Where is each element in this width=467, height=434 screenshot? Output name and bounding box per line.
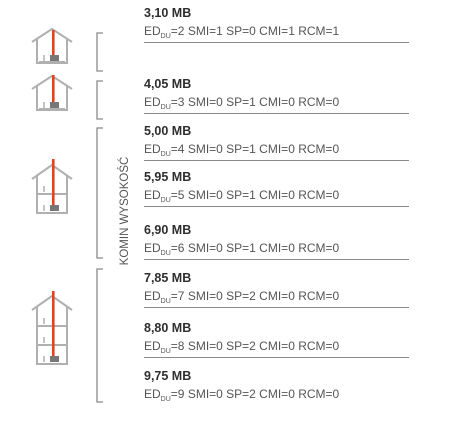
entry-formula-subscript: DU [160, 104, 171, 111]
entry-formula: EDDU=8 SMI=0 SP=2 CMI=0 RCM=0 [144, 339, 340, 355]
bracket-group-3 [96, 127, 103, 259]
entry-formula: EDDU=5 SMI=0 SP=1 CMI=0 RCM=0 [144, 188, 340, 204]
entry-formula-subscript: DU [160, 197, 171, 204]
entry-formula: EDDU=2 SMI=1 SP=0 CMI=1 RCM=1 [144, 24, 340, 40]
entry-formula-subscript: DU [160, 348, 171, 355]
entry-formula-subscript: DU [160, 396, 171, 403]
entry-divider [144, 160, 409, 161]
entry-title: 8,80 MB [144, 321, 192, 335]
entry-title: 4,05 MB [144, 77, 192, 91]
house-icon-2-storey [31, 159, 73, 214]
bracket-group-1 [96, 32, 103, 72]
entry-title: 5,00 MB [144, 124, 192, 138]
entry-title: 5,95 MB [144, 170, 192, 184]
house-icon-1-storey-roof [31, 74, 73, 111]
entry-divider [144, 357, 409, 358]
entry-formula: EDDU=4 SMI=0 SP=1 CMI=0 RCM=0 [144, 142, 340, 158]
house-icon-3-storey [31, 291, 73, 365]
entry-title: 7,85 MB [144, 271, 192, 285]
entry-formula-subscript: DU [160, 298, 171, 305]
entry-formula-subscript: DU [160, 151, 171, 158]
entry-formula: EDDU=6 SMI=0 SP=1 CMI=0 RCM=0 [144, 241, 340, 257]
house-icon-1-storey [31, 27, 73, 64]
entry-formula: EDDU=9 SMI=0 SP=2 CMI=0 RCM=0 [144, 387, 340, 403]
bracket-group-2 [96, 80, 103, 120]
entry-title: 9,75 MB [144, 369, 192, 383]
entry-formula: EDDU=7 SMI=0 SP=2 CMI=0 RCM=0 [144, 289, 340, 305]
entry-divider [144, 307, 409, 308]
entry-title: 3,10 MB [144, 6, 192, 20]
entry-formula-subscript: DU [160, 250, 171, 257]
bracket-group-4 [96, 268, 103, 403]
entry-formula-subscript: DU [160, 33, 171, 40]
entry-formula: EDDU=3 SMI=0 SP=1 CMI=0 RCM=0 [144, 95, 340, 111]
entry-title: 6,90 MB [144, 223, 192, 237]
vertical-label-chimney-height: KOMIN WYSOKOŚĆ [119, 156, 131, 266]
entry-divider [144, 42, 409, 43]
entry-divider [144, 113, 409, 114]
entry-divider [144, 259, 409, 260]
entry-divider [144, 206, 409, 207]
